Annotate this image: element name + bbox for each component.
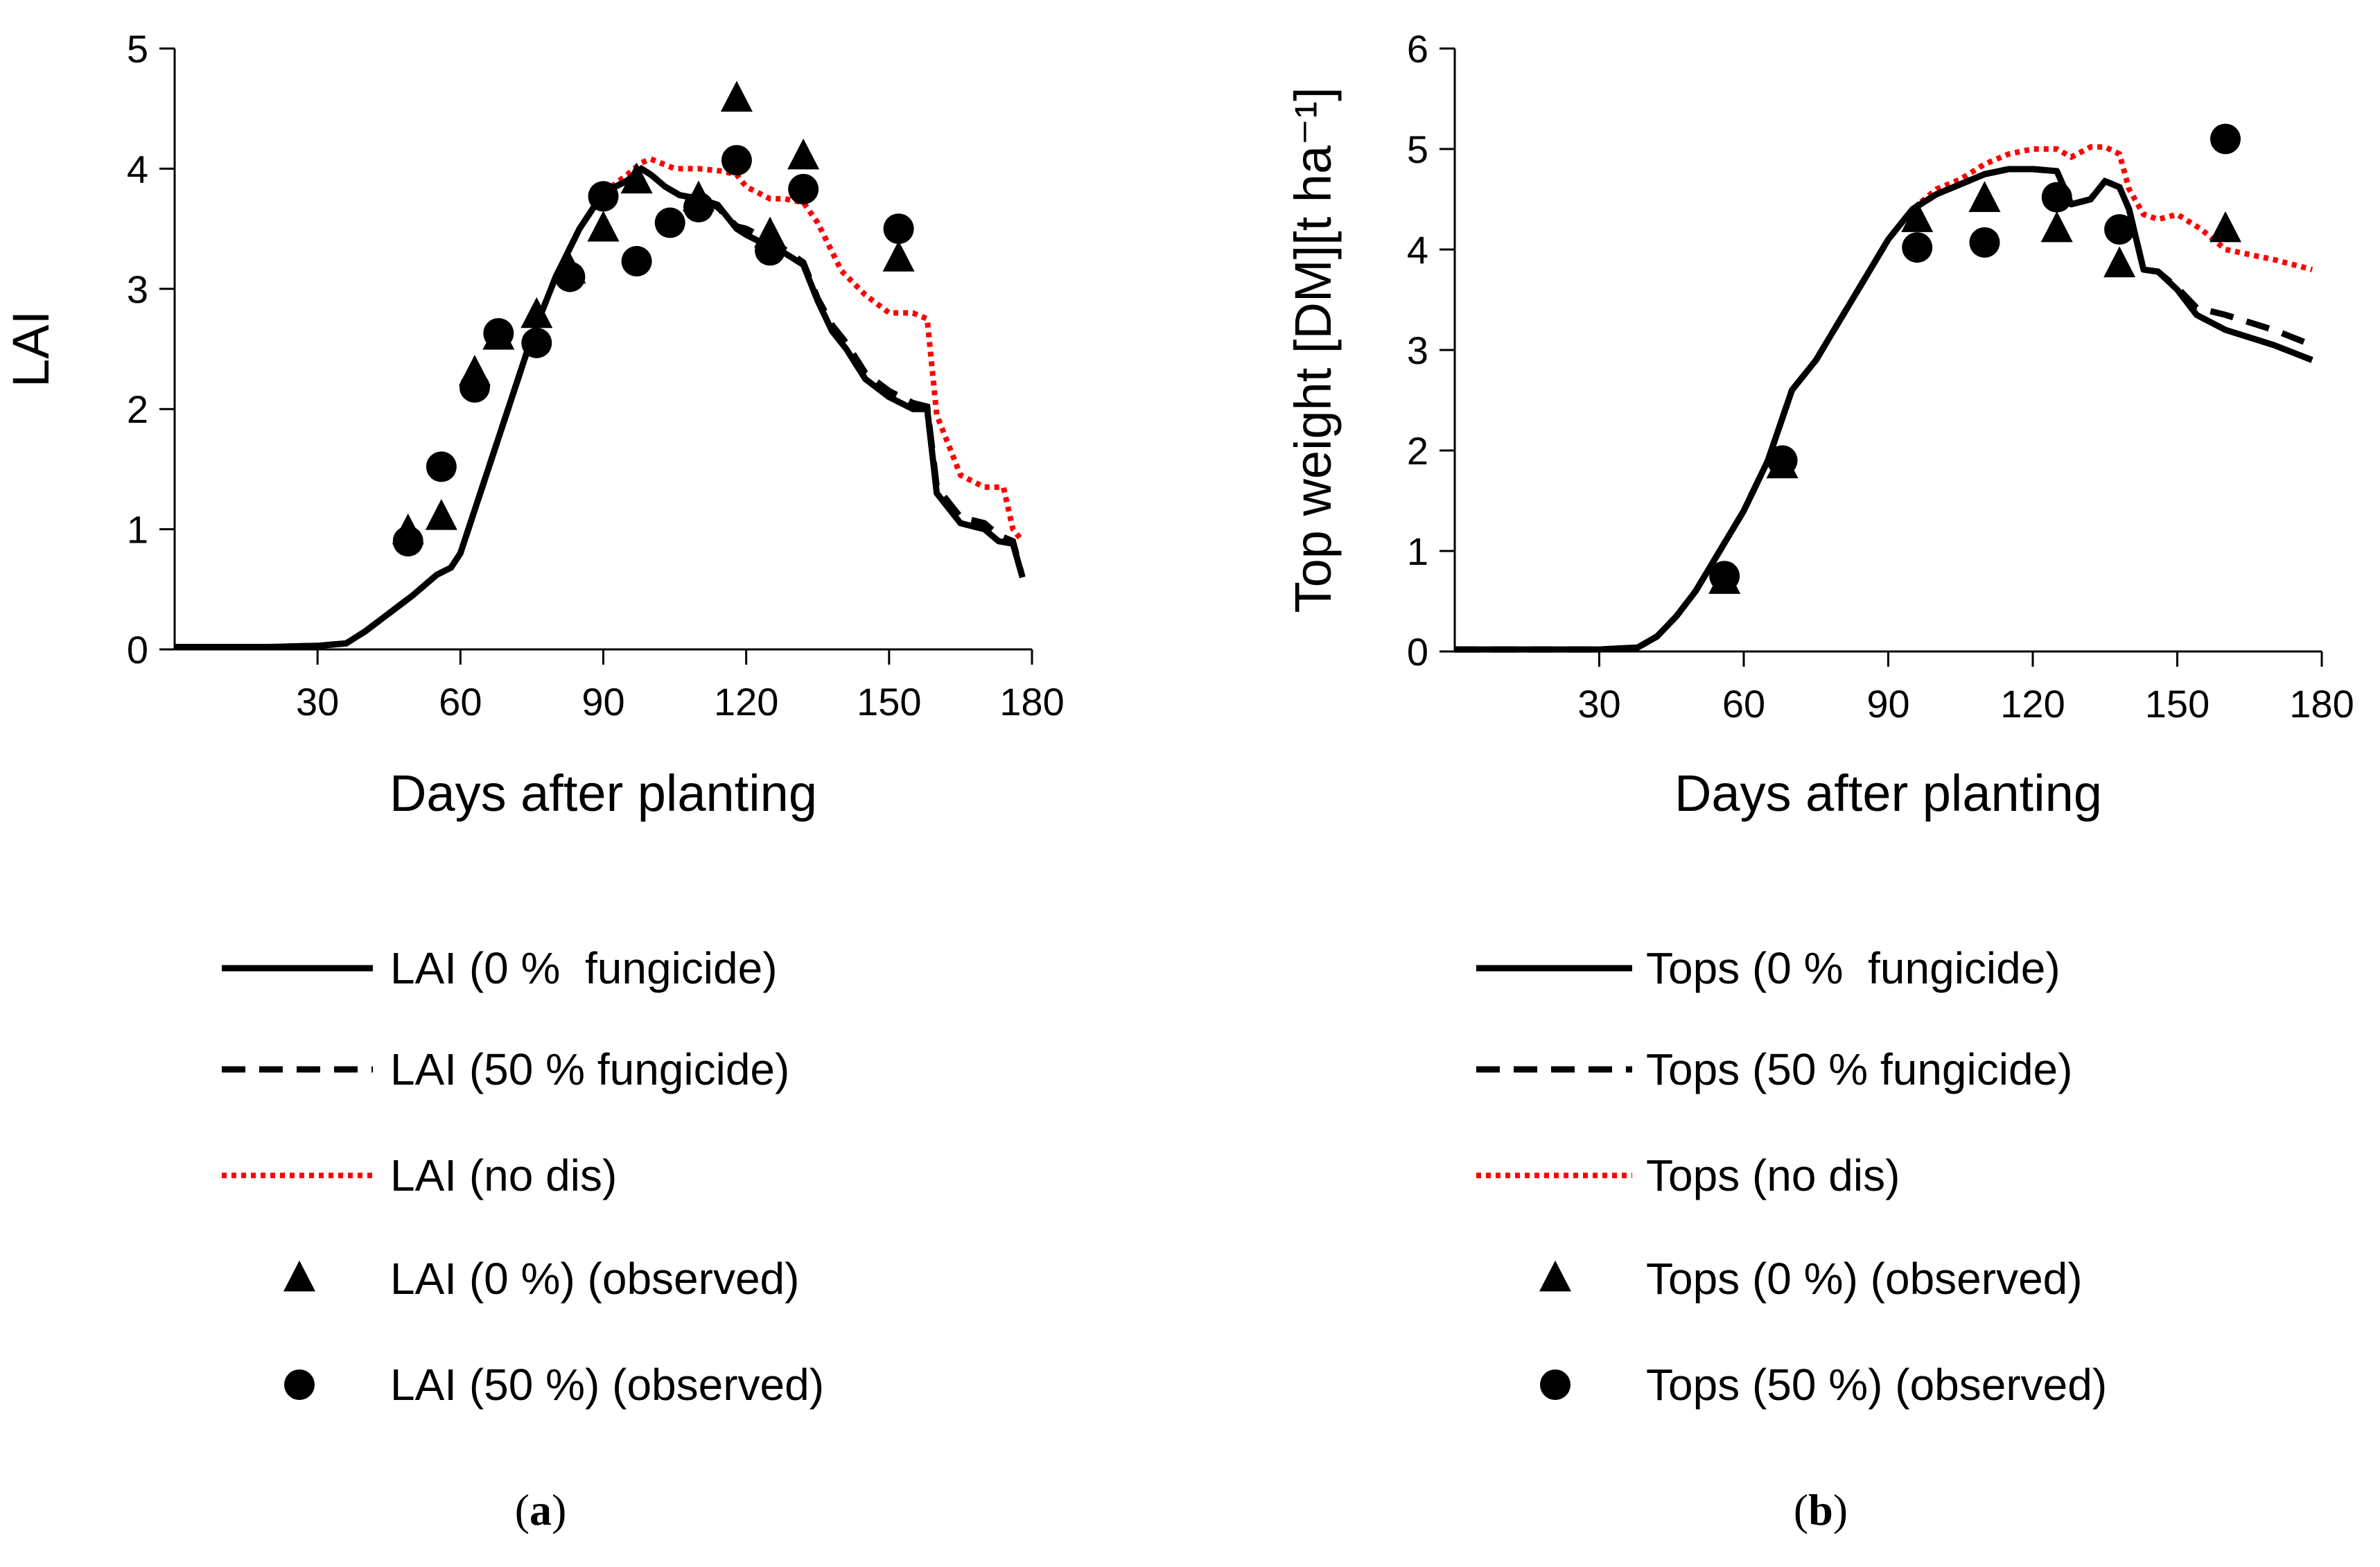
legend-label: Tops (50 % fungicide): [1646, 1044, 2072, 1094]
panel-caption: (a): [515, 1485, 567, 1534]
data-point-triangle: [882, 240, 915, 272]
x-tick-label: 180: [2289, 682, 2354, 726]
panel-caption: (b): [1794, 1485, 1848, 1534]
legend-item: LAI (50 %) (observed): [284, 1360, 824, 1410]
legend-label: LAI (no dis): [390, 1150, 617, 1200]
legend-label: Tops (50 %) (observed): [1646, 1360, 2107, 1410]
y-tick-label: 3: [127, 268, 148, 311]
legend-item: LAI (no dis): [222, 1150, 617, 1200]
data-point-circle: [654, 207, 685, 238]
series-line-solid: [1455, 166, 2313, 653]
x-tick-label: 90: [581, 680, 624, 724]
data-point-circle: [1767, 445, 1798, 476]
legend-item: Tops (no dis): [1476, 1150, 1900, 1200]
data-point-triangle: [2210, 211, 2241, 243]
data-point-triangle: [620, 162, 653, 194]
x-tick-label: 120: [714, 680, 778, 724]
x-axis-label: Days after planting: [390, 764, 817, 822]
data-point-circle: [621, 245, 652, 277]
legend-item: Tops (50 % fungicide): [1476, 1044, 2072, 1094]
series-line-dotted: [1455, 144, 2313, 653]
legend-item: LAI (50 % fungicide): [222, 1044, 789, 1094]
data-point-triangle: [587, 210, 620, 242]
x-tick-label: 30: [296, 680, 339, 724]
chart-panel-a: 0 1 2 3 4 5 30 60 90 120 150 180 Days after planting…: [2, 27, 1065, 1534]
data-point-triangle: [2040, 211, 2073, 243]
y-tick-label: 4: [1407, 228, 1428, 272]
data-point-circle: [459, 371, 490, 403]
y-tick-label: 1: [127, 508, 148, 552]
data-point-circle: [1709, 561, 1740, 592]
legend-a: LAI (0 % fungicide) LAI (50 % fungicide) L…: [222, 943, 824, 1410]
legend-swatch-circle: [1540, 1369, 1570, 1400]
series-line-dashed: [1455, 166, 2313, 653]
legend-label: LAI (0 % fungicide): [390, 943, 778, 993]
y-tick-label: 4: [127, 147, 148, 191]
y-axis-label: LAI: [2, 310, 60, 387]
y-tick-label: 1: [1407, 529, 1428, 573]
data-point-circle: [788, 173, 819, 204]
legend-item: Tops (50 %) (observed): [1540, 1360, 2107, 1410]
data-point-triangle: [1968, 181, 2001, 212]
data-point-circle: [483, 317, 514, 349]
legend-swatch-triangle: [1539, 1260, 1571, 1292]
legend-label: Tops (0 % fungicide): [1646, 943, 2060, 993]
data-point-circle: [2104, 214, 2135, 245]
data-point-triangle: [720, 80, 753, 112]
data-point-triangle: [787, 138, 820, 170]
y-tick-label: 2: [1407, 429, 1428, 473]
x-axis-label: Days after planting: [1674, 764, 2102, 822]
x-tick-label: 150: [857, 680, 921, 724]
x-tick-label: 90: [1866, 682, 1909, 726]
legend-label: LAI (50 % fungicide): [390, 1044, 789, 1094]
legend-label: LAI (50 %) (observed): [390, 1360, 824, 1410]
x-tick-label: 180: [999, 680, 1064, 724]
legend-swatch-triangle: [283, 1260, 315, 1292]
data-point-triangle: [425, 499, 457, 530]
x-tick-label: 120: [2000, 682, 2065, 726]
x-tick-label: 30: [1577, 682, 1620, 726]
data-point-circle: [1902, 232, 1933, 263]
data-point-circle: [1969, 227, 2000, 258]
x-tick-label: 150: [2145, 682, 2210, 726]
data-point-circle: [521, 327, 552, 358]
legend-label: LAI (0 %) (observed): [390, 1254, 799, 1304]
y-tick-label: 0: [1407, 630, 1428, 674]
y-tick-label: 6: [1407, 27, 1428, 71]
data-point-circle: [721, 145, 752, 176]
legend-label: Tops (0 %) (observed): [1646, 1254, 2083, 1304]
x-tick-label: 60: [439, 680, 482, 724]
data-point-circle: [755, 235, 786, 266]
legend-label: Tops (no dis): [1646, 1150, 1900, 1200]
legend-item: LAI (0 % fungicide): [222, 943, 778, 993]
data-point-triangle: [520, 297, 553, 329]
data-point-circle: [588, 181, 619, 212]
y-tick-label: 5: [1407, 128, 1428, 171]
data-point-circle: [554, 261, 586, 292]
y-tick-label: 2: [127, 387, 148, 431]
x-tick-label: 60: [1722, 682, 1765, 726]
data-point-circle: [2210, 123, 2241, 155]
data-point-circle: [683, 191, 714, 222]
data-point-circle: [2041, 182, 2072, 213]
legend-swatch-circle: [284, 1369, 315, 1400]
data-point-circle: [883, 213, 914, 245]
data-point-circle: [392, 525, 423, 557]
data-point-circle: [426, 451, 457, 482]
legend-item: Tops (0 % fungicide): [1476, 943, 2060, 993]
legend-b: Tops (0 % fungicide) Tops (50 % fungicide…: [1476, 943, 2107, 1410]
y-tick-label: 3: [1407, 329, 1428, 372]
chart-panel-b: 0 1 2 3 4 5 6 30 60 90 120 150 180 Days after plantin…: [1284, 27, 2354, 1534]
y-axis-label: Top weight [DM][t ha⁻¹]: [1284, 87, 1342, 613]
y-tick-label: 0: [127, 628, 148, 672]
data-point-triangle: [1901, 201, 1934, 232]
data-point-triangle: [2103, 246, 2136, 278]
legend-item: LAI (0 %) (observed): [283, 1254, 799, 1304]
y-tick-label: 5: [127, 27, 148, 71]
legend-item: Tops (0 %) (observed): [1539, 1254, 2083, 1304]
